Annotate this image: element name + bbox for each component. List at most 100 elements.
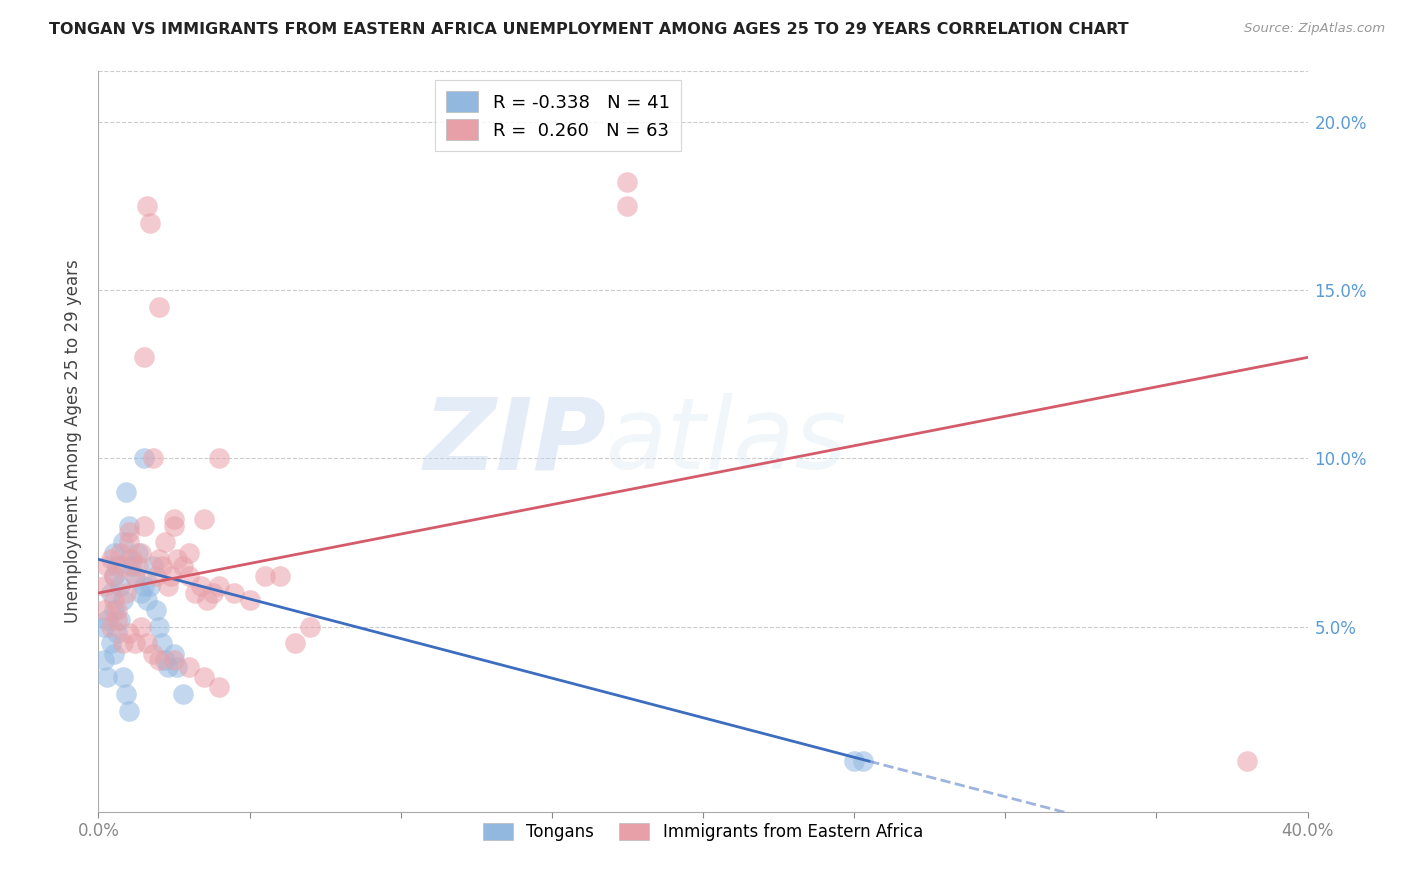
Point — [193, 670, 215, 684]
Point — [96, 559, 118, 574]
Point — [135, 592, 157, 607]
Point — [253, 569, 276, 583]
Point — [93, 653, 115, 667]
Point — [202, 586, 225, 600]
Point — [111, 559, 134, 574]
Point — [127, 559, 149, 574]
Point — [132, 518, 155, 533]
Point — [153, 535, 176, 549]
Point — [153, 653, 176, 667]
Point — [1236, 754, 1258, 768]
Point — [148, 300, 170, 314]
Point — [108, 613, 131, 627]
Point — [103, 546, 125, 560]
Point — [135, 199, 157, 213]
Point — [114, 586, 136, 600]
Point — [163, 653, 186, 667]
Point — [105, 559, 128, 574]
Point — [142, 559, 165, 574]
Point — [93, 603, 115, 617]
Point — [208, 451, 231, 466]
Point — [100, 619, 122, 633]
Point — [103, 592, 125, 607]
Point — [111, 670, 134, 684]
Point — [108, 579, 131, 593]
Point — [121, 552, 143, 566]
Point — [108, 546, 131, 560]
Point — [172, 559, 194, 574]
Point — [150, 636, 173, 650]
Point — [148, 619, 170, 633]
Point — [239, 592, 262, 607]
Point — [132, 579, 155, 593]
Point — [142, 451, 165, 466]
Point — [156, 579, 179, 593]
Text: TONGAN VS IMMIGRANTS FROM EASTERN AFRICA UNEMPLOYMENT AMONG AGES 25 TO 29 YEARS : TONGAN VS IMMIGRANTS FROM EASTERN AFRICA… — [49, 22, 1129, 37]
Point — [166, 552, 188, 566]
Point — [96, 670, 118, 684]
Point — [100, 636, 122, 650]
Point — [208, 579, 231, 593]
Point — [148, 552, 170, 566]
Point — [184, 586, 207, 600]
Point — [179, 569, 201, 583]
Point — [166, 660, 188, 674]
Point — [299, 619, 322, 633]
Point — [103, 647, 125, 661]
Point — [132, 351, 155, 365]
Point — [118, 704, 141, 718]
Point — [111, 592, 134, 607]
Point — [114, 687, 136, 701]
Point — [163, 518, 186, 533]
Point — [224, 586, 246, 600]
Point — [103, 569, 125, 583]
Point — [852, 754, 875, 768]
Point — [121, 559, 143, 574]
Point — [103, 569, 125, 583]
Point — [118, 518, 141, 533]
Point — [114, 485, 136, 500]
Point — [105, 603, 128, 617]
Point — [844, 754, 866, 768]
Point — [163, 512, 186, 526]
Point — [150, 559, 173, 574]
Point — [139, 216, 162, 230]
Point — [111, 636, 134, 650]
Point — [118, 552, 141, 566]
Point — [193, 512, 215, 526]
Point — [284, 636, 307, 650]
Point — [118, 626, 141, 640]
Point — [103, 603, 125, 617]
Point — [139, 579, 162, 593]
Point — [129, 546, 152, 560]
Point — [96, 613, 118, 627]
Point — [145, 603, 167, 617]
Point — [93, 579, 115, 593]
Point — [190, 579, 212, 593]
Point — [135, 636, 157, 650]
Point — [132, 451, 155, 466]
Point — [100, 586, 122, 600]
Point — [156, 660, 179, 674]
Text: ZIP: ZIP — [423, 393, 606, 490]
Point — [616, 175, 638, 190]
Point — [269, 569, 291, 583]
Point — [129, 586, 152, 600]
Point — [105, 626, 128, 640]
Text: atlas: atlas — [606, 393, 848, 490]
Point — [124, 636, 146, 650]
Point — [111, 535, 134, 549]
Point — [127, 546, 149, 560]
Point — [118, 535, 141, 549]
Y-axis label: Unemployment Among Ages 25 to 29 years: Unemployment Among Ages 25 to 29 years — [65, 260, 83, 624]
Point — [163, 647, 186, 661]
Point — [118, 525, 141, 540]
Point — [179, 660, 201, 674]
Point — [148, 653, 170, 667]
Point — [105, 613, 128, 627]
Point — [179, 546, 201, 560]
Text: Source: ZipAtlas.com: Source: ZipAtlas.com — [1244, 22, 1385, 36]
Point — [93, 619, 115, 633]
Point — [129, 619, 152, 633]
Legend: Tongans, Immigrants from Eastern Africa: Tongans, Immigrants from Eastern Africa — [477, 816, 929, 847]
